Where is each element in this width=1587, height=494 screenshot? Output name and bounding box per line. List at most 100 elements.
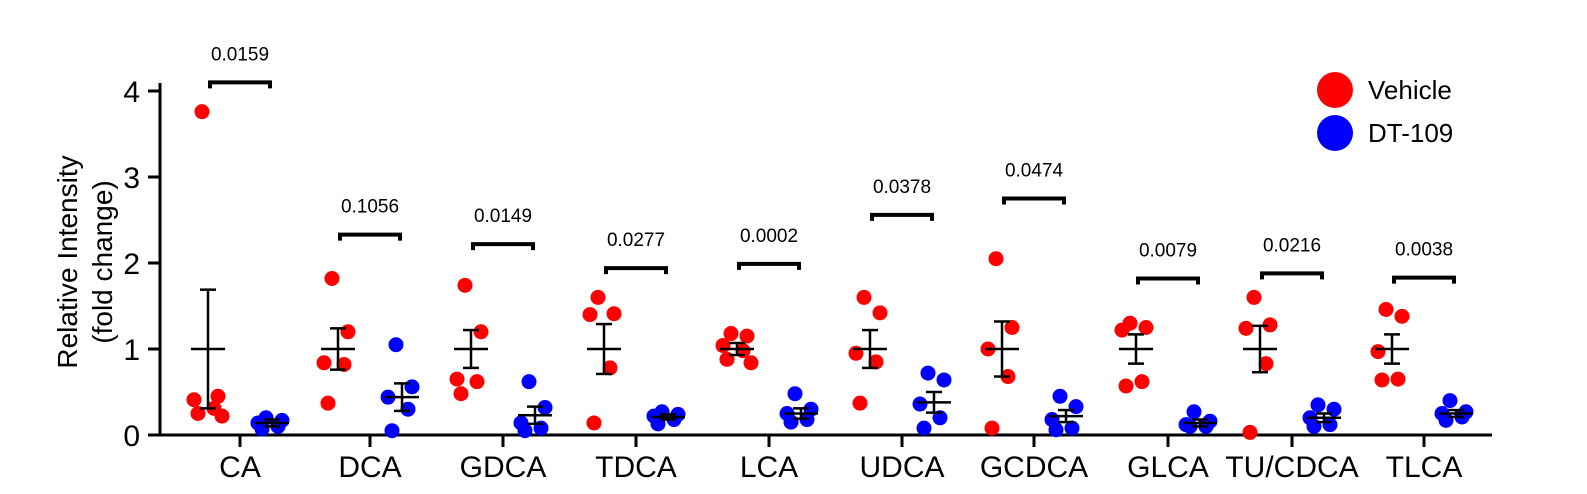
significance-bracket [604, 266, 668, 275]
significance-bracket [208, 80, 272, 89]
category-group: TU/CDCA 0.0216 [1225, 235, 1358, 484]
dt109-point [384, 423, 400, 439]
significance-bracket [870, 212, 934, 221]
vehicle-point [739, 328, 755, 344]
vehicle-point [324, 270, 340, 286]
significance-bracket [1260, 271, 1324, 280]
dt109-point [521, 374, 537, 390]
category-group: CA 0.0159 [186, 44, 290, 484]
vehicle-point [1118, 378, 1134, 394]
vehicle-point [1004, 320, 1020, 335]
vehicle-point [582, 307, 598, 323]
y-tick-label: 4 [123, 76, 140, 109]
vehicle-point [340, 324, 356, 340]
dt109-point [787, 386, 803, 402]
dt109-point [916, 420, 932, 436]
p-value-label: 0.0277 [607, 230, 665, 251]
significance-bracket [1136, 276, 1200, 285]
vehicle-point [186, 392, 202, 408]
category-group: UDCA 0.0378 [848, 177, 952, 484]
legend: Vehicle DT-109 [1317, 72, 1453, 151]
vehicle-point [449, 371, 465, 387]
y-tick-label: 0 [123, 420, 140, 453]
dt109-point [920, 365, 936, 381]
vehicle-point [457, 277, 473, 293]
dt109-point [783, 414, 799, 430]
legend-dt109-label: DT-109 [1368, 118, 1453, 148]
dt109-point [517, 423, 533, 439]
vehicle-point [1258, 356, 1274, 372]
dt109-point [1068, 399, 1084, 415]
vehicle-point [210, 388, 226, 404]
dt109-point [936, 372, 952, 388]
vehicle-point [586, 415, 602, 431]
vehicle-point [214, 408, 230, 424]
vehicle-point [868, 354, 884, 370]
vehicle-point [1394, 308, 1410, 324]
vehicle-point [743, 355, 759, 371]
significance-bracket [1392, 275, 1456, 284]
x-tick-label: TLCA [1386, 451, 1463, 484]
p-value-label: 0.0149 [474, 206, 532, 227]
vehicle-point [715, 338, 731, 354]
dt109-point [1048, 422, 1064, 438]
vehicle-point [602, 360, 618, 376]
vehicle-point [194, 104, 210, 120]
legend-vehicle-label: Vehicle [1368, 75, 1452, 105]
vehicle-point [1246, 289, 1262, 305]
p-value-label: 0.0159 [211, 44, 269, 65]
p-value-label: 0.0038 [1395, 240, 1453, 261]
category-group: LCA 0.0002 [715, 226, 819, 484]
dt109-point [1310, 397, 1326, 413]
p-value-label: 0.0474 [1005, 161, 1064, 182]
y-tick-label: 1 [123, 334, 140, 367]
vehicle-point [1138, 320, 1154, 335]
vehicle-point [336, 356, 352, 372]
vehicle-point [852, 395, 868, 411]
vehicle-point [1374, 372, 1390, 388]
x-tick-label: CA [219, 451, 261, 484]
vehicle-point [320, 395, 336, 411]
x-tick-label: TDCA [595, 451, 677, 484]
significance-bracket [471, 242, 535, 251]
vehicle-point [856, 289, 872, 305]
vehicle-point [988, 251, 1004, 267]
legend-dt109-marker [1317, 115, 1353, 151]
p-value-label: 0.0378 [873, 177, 931, 198]
dt109-point [537, 399, 553, 415]
vehicle-point [1242, 424, 1258, 440]
significance-bracket [1002, 196, 1066, 205]
x-tick-label: GLCA [1127, 451, 1209, 484]
vehicle-point [872, 305, 888, 321]
dt109-point [1064, 420, 1080, 436]
vehicle-point [316, 355, 332, 371]
vehicle-point [1262, 317, 1278, 333]
chart-marks: CA 0.0159 DCA 0.1056 GDCA 0.0149 TDCA 0.0277 LCA… [186, 44, 1474, 484]
dt109-point [912, 396, 928, 412]
y-tick-label: 2 [123, 248, 140, 281]
axes: 0 1 2 3 4 [123, 76, 1492, 453]
dt109-point [1442, 393, 1458, 409]
vehicle-point [1238, 320, 1254, 336]
y-axis-title-line2: (fold change) [87, 180, 118, 343]
dt109-point [1186, 404, 1202, 420]
p-value-label: 0.0079 [1139, 240, 1197, 261]
category-group: GLCA 0.0079 [1114, 240, 1218, 484]
y-axis-title-line1: Relative Intensity [52, 155, 83, 368]
x-tick-label: GDCA [460, 451, 547, 484]
legend-vehicle-marker [1317, 72, 1353, 108]
vehicle-point [1390, 371, 1406, 387]
dt109-point [404, 379, 420, 395]
vehicle-point [723, 326, 739, 342]
vehicle-point [453, 386, 469, 402]
dt109-point [1438, 412, 1454, 428]
dt109-point [388, 337, 404, 353]
vehicle-point [984, 420, 1000, 436]
x-tick-label: LCA [740, 451, 798, 484]
vehicle-point [1378, 301, 1394, 317]
significance-bracket [737, 261, 801, 270]
vehicle-point [1114, 322, 1130, 338]
dt109-point [1052, 388, 1068, 404]
p-value-label: 0.0216 [1263, 235, 1321, 256]
dt109-point [932, 410, 948, 426]
